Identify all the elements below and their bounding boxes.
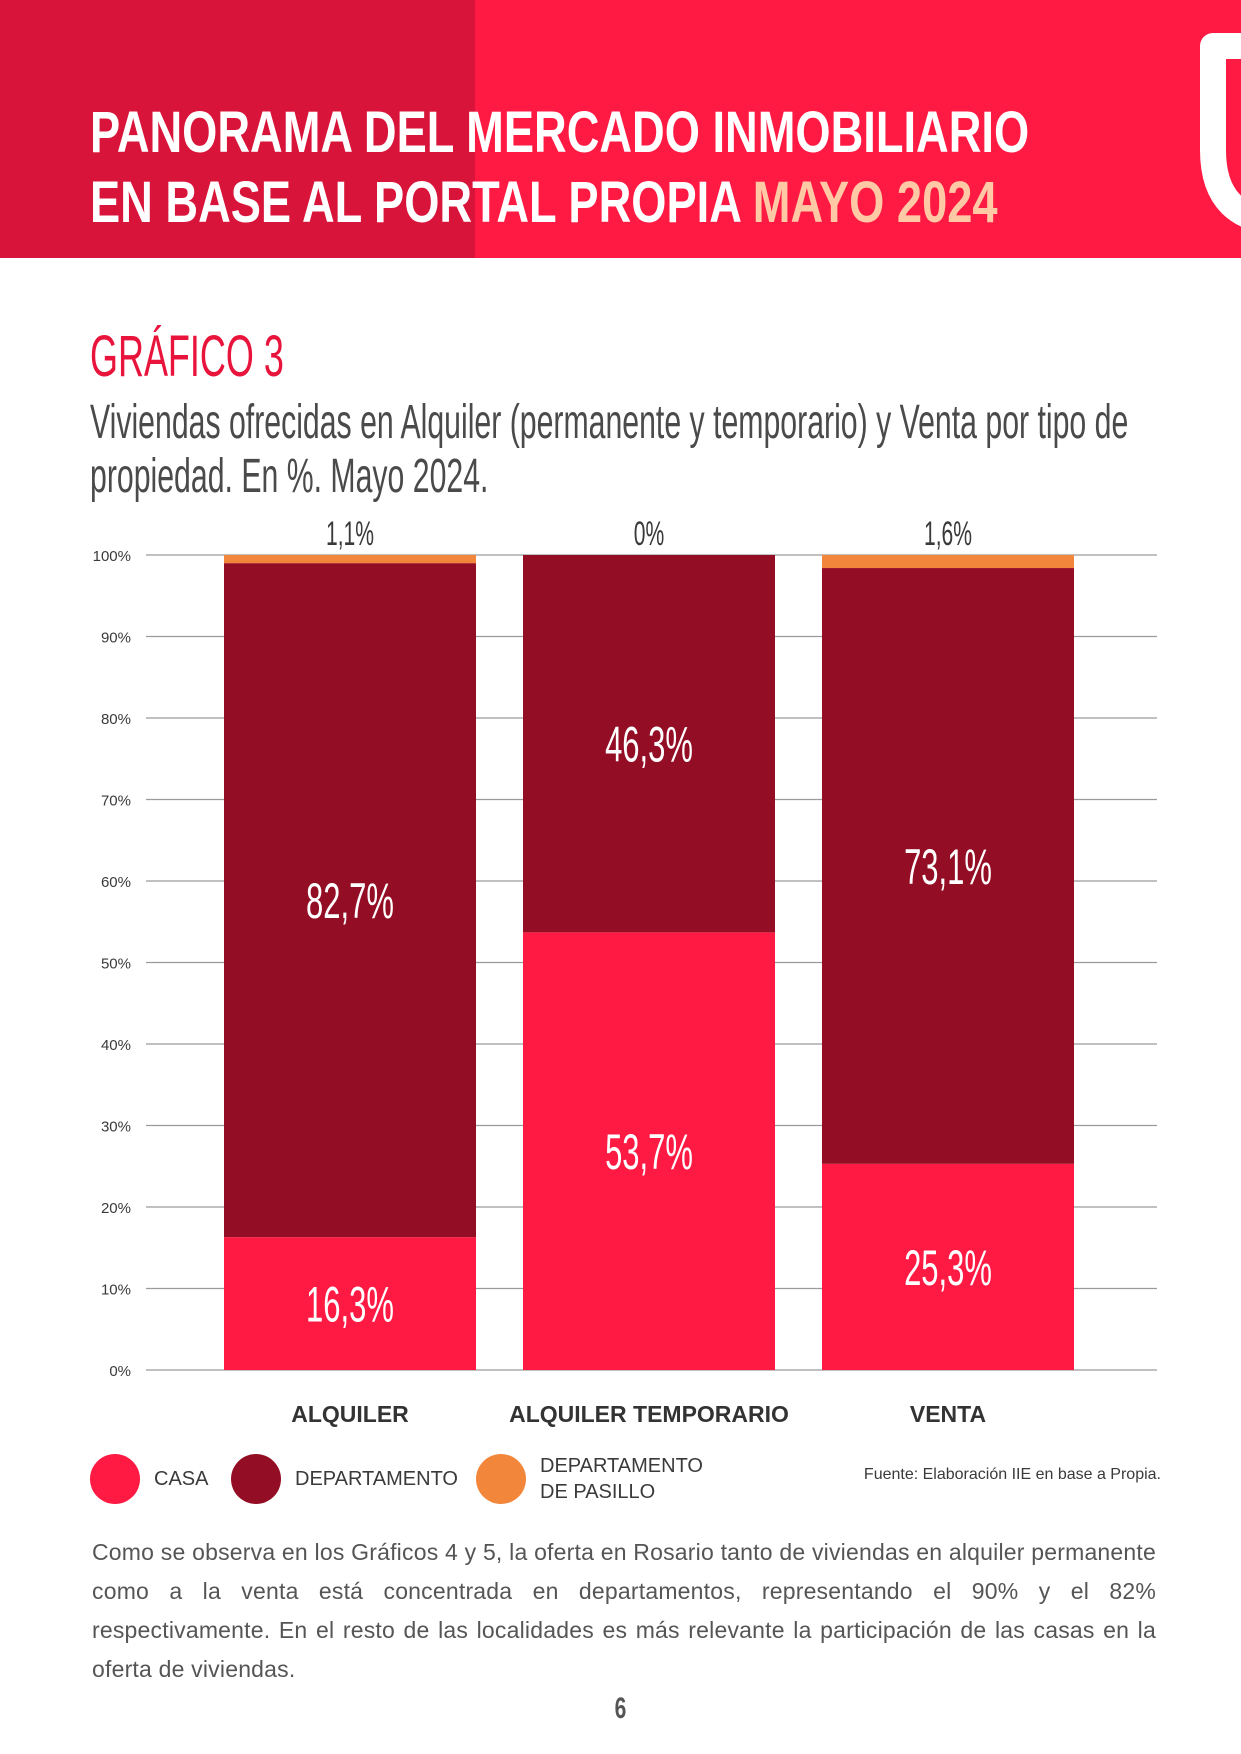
legend-label-pasillo-line-2: DE PASILLO xyxy=(540,1481,656,1503)
data-label: 25,3% xyxy=(904,1239,992,1295)
header-banner: PANORAMA DEL MERCADO INMOBILIARIO EN BAS… xyxy=(0,0,1241,258)
y-tick-label: 10% xyxy=(101,1282,131,1299)
x-category-label: ALQUILER xyxy=(291,1401,409,1427)
banner-left-panel xyxy=(0,0,475,258)
legend-label-pasillo-line-1: DEPARTAMENTO xyxy=(540,1455,703,1477)
data-label: 82,7% xyxy=(306,872,394,928)
y-tick-label: 70% xyxy=(101,793,131,810)
y-tick-label: 50% xyxy=(101,956,131,973)
y-tick-label: 20% xyxy=(101,1200,131,1217)
y-tick-label: 30% xyxy=(101,1119,131,1136)
legend-item-casa: CASA xyxy=(90,1452,208,1506)
legend-swatch-casa xyxy=(90,1454,140,1504)
page-title: PANORAMA DEL MERCADO INMOBILIARIO EN BAS… xyxy=(90,98,1029,238)
legend-swatch-departamento xyxy=(231,1454,281,1504)
legend-label-departamento-de-pasillo: DEPARTAMENTO DE PASILLO xyxy=(540,1453,703,1505)
legend-item-departamento-de-pasillo: DEPARTAMENTO DE PASILLO xyxy=(476,1452,703,1506)
legend-label-departamento: DEPARTAMENTO xyxy=(295,1468,458,1490)
data-label: 0% xyxy=(634,514,664,552)
bar-segment xyxy=(224,1237,476,1370)
title-line-2-text: EN BASE AL PORTAL PROPIA xyxy=(90,170,741,235)
chart-legend: CASA DEPARTAMENTO DEPARTAMENTO DE PASILL… xyxy=(90,1452,1160,1512)
page-number: 6 xyxy=(614,1692,627,1725)
data-label: 73,1% xyxy=(904,838,992,894)
stacked-bar-chart: 0% 10% 20% 30% 40% 50% 60% 70% 80% 90% 100% 16,3% 82… xyxy=(93,514,1157,1427)
y-tick-label: 60% xyxy=(101,874,131,891)
title-line-2: EN BASE AL PORTAL PROPIA MAYO 2024 xyxy=(90,168,1029,238)
bar-segment xyxy=(822,1163,1074,1370)
bar-segment xyxy=(822,555,1074,569)
x-category-label: VENTA xyxy=(910,1401,986,1427)
legend-label-casa: CASA xyxy=(154,1468,209,1490)
legend-swatch-departamento-de-pasillo xyxy=(476,1454,526,1504)
source-note: Fuente: Elaboración IIE en base a Propia… xyxy=(863,1466,1161,1483)
bar-segment xyxy=(224,563,476,1238)
y-tick-label: 90% xyxy=(101,630,131,647)
brand-logo-icon xyxy=(1200,33,1241,235)
data-label: 1,1% xyxy=(326,514,374,552)
figure-title: Viviendas ofrecidas en Alquiler (permane… xyxy=(90,396,1128,504)
figure-label: GRÁFICO 3 xyxy=(90,324,284,389)
y-tick-label: 40% xyxy=(101,1037,131,1054)
data-label: 46,3% xyxy=(605,716,693,772)
bar-segment xyxy=(523,555,775,933)
figure-title-line-2: propiedad. En %. Mayo 2024. xyxy=(90,450,489,503)
bar-segment xyxy=(523,932,775,1370)
title-line-1: PANORAMA DEL MERCADO INMOBILIARIO xyxy=(90,100,1030,165)
bar-segment xyxy=(822,568,1074,1164)
y-tick-label: 80% xyxy=(101,711,131,728)
x-category-label: ALQUILER TEMPORARIO xyxy=(509,1401,789,1427)
data-label: 16,3% xyxy=(306,1276,394,1332)
y-tick-label: 100% xyxy=(93,548,131,565)
data-label: 1,6% xyxy=(924,514,972,552)
legend-item-departamento: DEPARTAMENTO xyxy=(231,1452,458,1506)
bar-segment xyxy=(224,555,476,564)
body-paragraph: Como se observa en los Gráficos 4 y 5, l… xyxy=(92,1539,1156,1682)
figure-title-line-1: Viviendas ofrecidas en Alquiler (permane… xyxy=(90,396,1129,449)
title-date: MAYO 2024 xyxy=(752,170,998,235)
y-tick-label: 0% xyxy=(109,1363,131,1380)
data-label: 53,7% xyxy=(605,1123,693,1179)
